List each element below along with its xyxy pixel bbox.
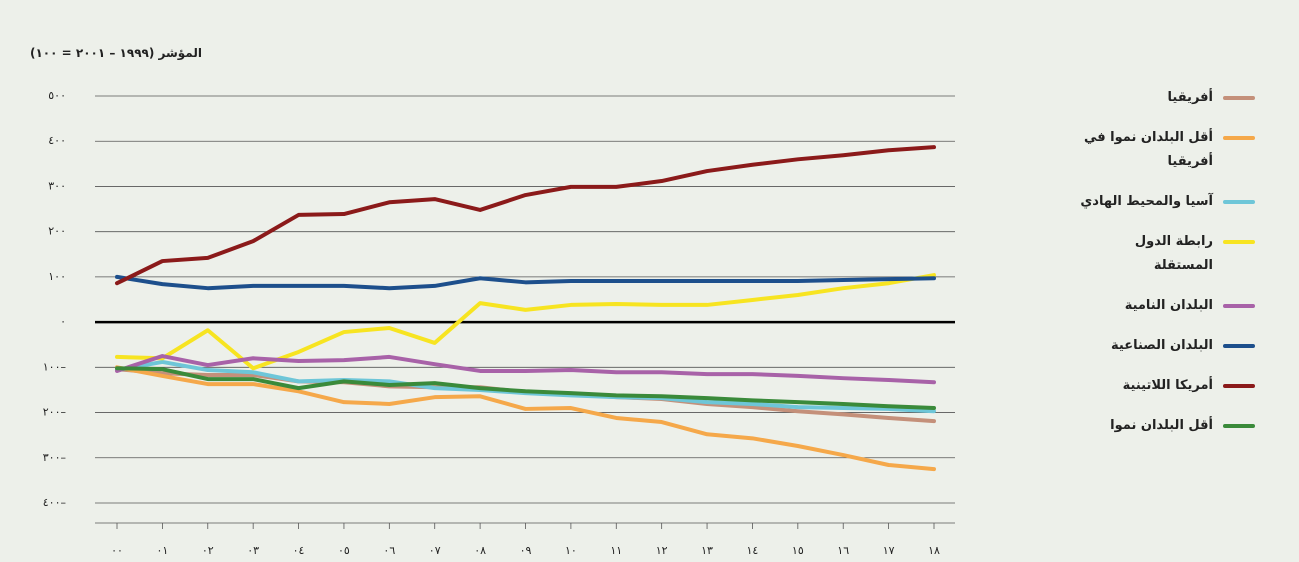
- legend-label: البلدان الصناعية: [1111, 338, 1213, 353]
- legend-label: البلدان النامية: [1124, 298, 1213, 313]
- legend-label: أفريقيا: [1167, 90, 1213, 105]
- legend-item: أمريكا اللاتينية: [1055, 374, 1255, 398]
- y-tick-label: ١٠٠: [48, 270, 66, 283]
- legend-label: آسيا والمحيط الهادي: [1080, 194, 1213, 209]
- legend-item: البلدان الصناعية: [1055, 334, 1255, 358]
- legend-item: آسيا والمحيط الهادي: [1055, 190, 1255, 214]
- y-tick-label: ٢٠٠–: [43, 406, 66, 419]
- series-line: [115, 365, 936, 472]
- legend-swatch: [1223, 136, 1255, 140]
- legend-item: رابطة الدول المستقلة: [1055, 230, 1255, 278]
- x-tick-label: ١٤: [747, 544, 759, 557]
- x-tick-label: ٠٠: [111, 544, 123, 557]
- legend-item: البلدان النامية: [1055, 294, 1255, 318]
- x-tick-label: ١١: [610, 544, 622, 557]
- y-tick-label: ٣٠٠: [48, 179, 66, 192]
- x-tick-label: ٠٧: [429, 544, 441, 557]
- x-tick-label: ٠٩: [520, 544, 532, 557]
- x-tick-label: ٠٣: [247, 544, 259, 557]
- series-line: [115, 273, 936, 371]
- legend-item: أقل البلدان نموا في أفريقيا: [1055, 126, 1255, 174]
- legend-label: أقل البلدان نموا: [1110, 418, 1213, 433]
- x-tick-label: ٠٢: [202, 544, 214, 557]
- x-tick-label: ١٥: [792, 544, 804, 557]
- legend-label: أقل البلدان نموا في أفريقيا: [1083, 130, 1213, 169]
- legend-swatch: [1223, 200, 1255, 204]
- legend-swatch: [1223, 384, 1255, 388]
- y-axis-title: المؤشر (١٩٩٩ – ٢٠٠١ = ١٠٠): [30, 46, 202, 60]
- x-tick-label: ١٨: [928, 544, 940, 557]
- legend: أفريقيا أقل البلدان نموا في أفريقيا آسيا و…: [1055, 86, 1255, 438]
- legend-swatch: [1223, 240, 1255, 244]
- legend-label: رابطة الدول المستقلة: [1134, 234, 1213, 273]
- y-tick-label: ١٠٠–: [43, 360, 66, 373]
- x-tick-label: ١٣: [701, 544, 713, 557]
- x-tick-label: ١٦: [837, 544, 849, 557]
- y-tick-label: ٤٠٠: [48, 134, 66, 147]
- y-tick-label: ٤٠٠–: [43, 496, 66, 509]
- x-tick-label: ١٠: [565, 544, 577, 557]
- y-tick-label: ٥٠٠: [48, 89, 66, 102]
- y-tick-label: ٣٠٠–: [43, 451, 66, 464]
- legend-label: أمريكا اللاتينية: [1122, 378, 1213, 393]
- series-line: [115, 354, 936, 385]
- series-line: [115, 366, 936, 411]
- series-line: [115, 145, 936, 286]
- y-tick-label: ٠: [60, 315, 66, 328]
- x-tick-label: ٠٤: [293, 544, 305, 557]
- legend-swatch: [1223, 344, 1255, 348]
- legend-item: أفريقيا: [1055, 86, 1255, 110]
- y-tick-label: ٢٠٠: [48, 225, 66, 238]
- legend-swatch: [1223, 96, 1255, 100]
- legend-item: أقل البلدان نموا: [1055, 414, 1255, 438]
- x-tick-label: ٠٨: [474, 544, 486, 557]
- x-tick-label: ٠٦: [383, 544, 395, 557]
- series-line: [115, 274, 936, 291]
- x-tick-label: ١٧: [883, 544, 895, 557]
- x-tick-label: ١٢: [656, 544, 668, 557]
- x-tick-label: ٠١: [156, 544, 168, 557]
- x-tick-label: ٠٥: [338, 544, 350, 557]
- legend-swatch: [1223, 304, 1255, 308]
- legend-swatch: [1223, 424, 1255, 428]
